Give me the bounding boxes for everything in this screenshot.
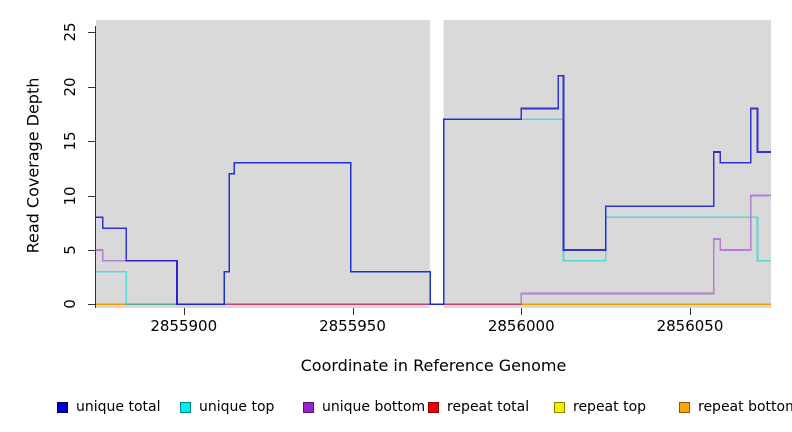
legend-label: unique total <box>76 399 161 415</box>
gap-band <box>430 20 444 308</box>
legend-label: unique bottom <box>322 399 426 415</box>
y-tick-label: 15 <box>61 131 79 151</box>
legend-label: repeat bottom <box>698 399 792 415</box>
legend-label: repeat top <box>573 399 647 415</box>
y-tick-label: 20 <box>61 77 79 97</box>
y-tick <box>88 195 95 197</box>
plot-area <box>96 20 771 308</box>
legend-swatch <box>679 401 690 413</box>
x-tick-label: 2855950 <box>319 317 386 335</box>
y-tick <box>88 249 95 251</box>
legend: unique total unique top unique bottom repea… <box>0 398 792 420</box>
legend-swatch <box>303 401 314 413</box>
series-line-unique-total <box>96 74 771 306</box>
x-tick-label: 2856050 <box>656 317 724 335</box>
y-tick <box>88 304 95 306</box>
x-tick <box>690 308 691 315</box>
legend-item-unique-top: unique top <box>180 398 274 416</box>
y-tick-label: 0 <box>61 299 79 310</box>
legend-item-unique-total: unique total <box>57 398 160 416</box>
x-axis-title: Coordinate in Reference Genome <box>300 356 567 375</box>
legend-swatch <box>57 401 68 413</box>
x-tick <box>183 308 185 315</box>
legend-item-repeat-total: repeat total <box>428 398 529 416</box>
plot-canvas <box>96 20 771 308</box>
y-tick <box>88 141 95 143</box>
x-tick-label: 2856000 <box>487 317 555 335</box>
legend-swatch <box>180 401 191 413</box>
x-tick-label: 2855900 <box>150 317 218 335</box>
y-axis-title: Read Coverage Depth <box>23 77 43 254</box>
x-tick <box>352 308 354 315</box>
y-tick-label: 5 <box>61 245 79 255</box>
y-tick-label: 25 <box>61 22 79 42</box>
legend-item-repeat-bottom: repeat bottom <box>679 398 792 416</box>
x-tick <box>521 308 523 315</box>
legend-item-unique-bottom: unique bottom <box>303 398 425 416</box>
legend-item-repeat-top: repeat top <box>554 398 646 416</box>
y-tick-label: 10 <box>61 185 79 206</box>
legend-label: unique top <box>199 399 275 415</box>
legend-swatch <box>554 401 565 413</box>
y-tick <box>88 32 95 34</box>
legend-label: repeat total <box>447 399 530 415</box>
series-line-unique-bottom <box>96 194 771 306</box>
y-axis-line <box>95 26 96 308</box>
legend-swatch <box>428 401 439 413</box>
y-tick <box>88 86 95 88</box>
